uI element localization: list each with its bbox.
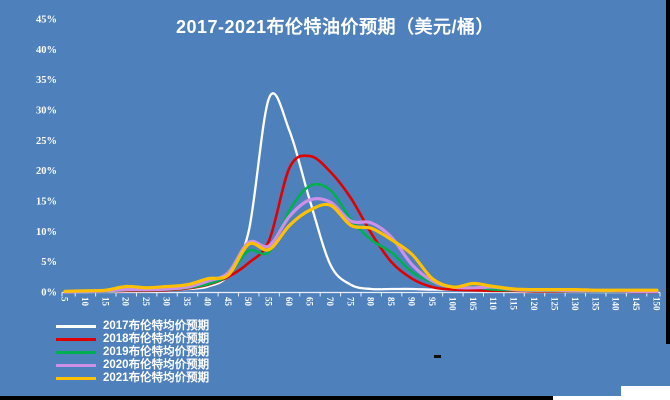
x-axis-label: 35 xyxy=(182,297,192,307)
x-axis-label: 55 xyxy=(264,297,274,307)
legend-swatch xyxy=(56,338,96,341)
x-axis-label: 110 xyxy=(488,297,498,311)
legend-item-2020: 2020布伦特均价预期 xyxy=(56,359,209,372)
x-axis-label: 10 xyxy=(80,297,90,307)
series-line-2019 xyxy=(63,182,659,294)
x-axis-label: 45 xyxy=(223,297,233,307)
y-axis-label: 30% xyxy=(36,106,57,117)
chart-title: 2017-2021布伦特油价预期（美元/桶） xyxy=(175,17,495,37)
x-axis-label: 120 xyxy=(529,297,539,311)
x-axis-label: 95 xyxy=(427,297,437,307)
legend-label: 2021布伦特均价预期 xyxy=(103,372,210,384)
x-axis-label: 90 xyxy=(407,297,417,307)
legend-label: 2018布伦特均价预期 xyxy=(103,333,210,345)
x-axis-label: 150 xyxy=(652,297,662,311)
x-axis-label: 60 xyxy=(284,297,294,307)
x-axis-label: 100 xyxy=(447,297,457,311)
series-line-2021 xyxy=(63,202,659,293)
y-axis-label: 0% xyxy=(41,288,57,299)
screen-edge-artifact-bottom xyxy=(0,396,553,400)
x-axis-label: 140 xyxy=(611,297,621,311)
x-axis-label: 130 xyxy=(570,297,580,311)
legend-swatch xyxy=(56,351,96,354)
series-line-2017 xyxy=(63,92,659,294)
x-axis-label: 125 xyxy=(549,297,559,311)
stray-mark xyxy=(434,355,441,358)
screen-corner-white-strip xyxy=(553,396,670,400)
series-line-2020 xyxy=(63,197,659,294)
legend-swatch xyxy=(56,377,96,380)
x-axis-label: 15 xyxy=(100,297,110,307)
x-axis-label: 75 xyxy=(345,297,355,307)
x-axis-label: 135 xyxy=(590,297,600,311)
legend-swatch xyxy=(56,364,96,367)
x-axis-label: 20 xyxy=(121,297,131,307)
x-axis-label: 5 xyxy=(60,297,70,302)
x-axis-label: 50 xyxy=(243,297,253,307)
y-axis-label: 45% xyxy=(36,15,57,26)
y-axis-label: 35% xyxy=(36,75,57,86)
x-axis-label: 40 xyxy=(202,297,212,307)
x-axis-label: 30 xyxy=(162,297,172,307)
screen-corner-white-patch xyxy=(621,386,670,400)
legend-item-2019: 2019布伦特均价预期 xyxy=(56,346,209,359)
x-axis-label: 85 xyxy=(386,297,396,307)
legend-swatch xyxy=(56,325,96,328)
legend-item-2017: 2017布伦特均价预期 xyxy=(56,320,209,333)
legend-item-2021: 2021布伦特均价预期 xyxy=(56,372,209,385)
x-axis-label: 105 xyxy=(468,297,478,311)
legend: 2017布伦特均价预期 2018布伦特均价预期 2019布伦特均价预期 2020布伦特… xyxy=(56,320,209,385)
x-axis-label: 115 xyxy=(509,297,519,311)
legend-label: 2020布伦特均价预期 xyxy=(103,359,210,371)
legend-label: 2017布伦特均价预期 xyxy=(103,320,210,332)
y-axis-label: 40% xyxy=(36,45,57,56)
y-axis-label: 25% xyxy=(36,136,57,147)
series-line-2018 xyxy=(63,154,659,294)
legend-item-2018: 2018布伦特均价预期 xyxy=(56,333,209,346)
y-axis-label: 10% xyxy=(36,227,57,238)
legend-label: 2019布伦特均价预期 xyxy=(103,346,210,358)
x-axis-label: 145 xyxy=(631,297,641,311)
y-axis-label: 15% xyxy=(36,197,57,208)
x-axis-label: 80 xyxy=(366,297,376,307)
screen-edge-artifact-right xyxy=(666,0,670,344)
x-axis-label: 65 xyxy=(304,297,314,307)
y-axis-label: 5% xyxy=(41,257,57,268)
y-axis-label: 20% xyxy=(36,166,57,177)
x-axis-label: 70 xyxy=(325,297,335,307)
x-axis-label: 25 xyxy=(141,297,151,307)
